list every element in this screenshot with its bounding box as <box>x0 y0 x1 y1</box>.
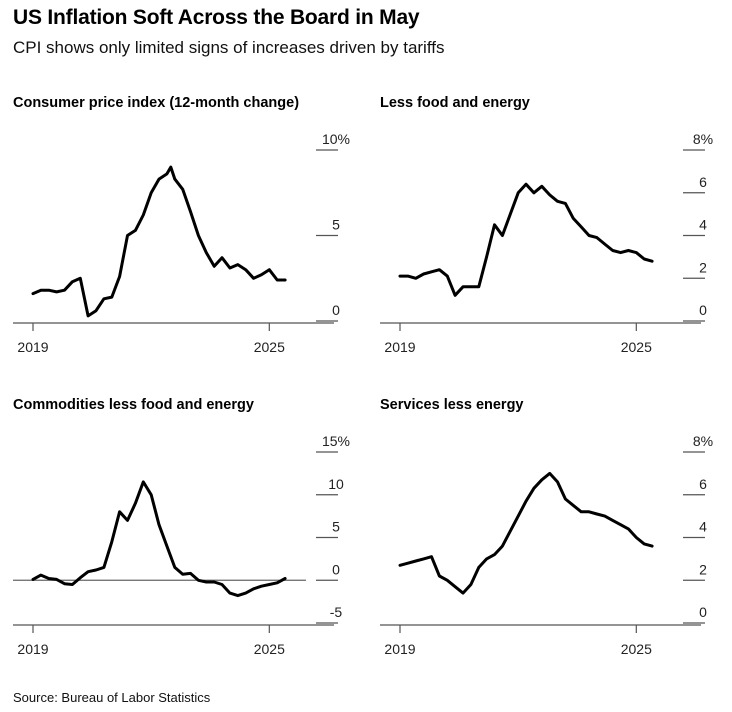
chart-svg: 0 2 4 6 8% 2019 2025 <box>380 131 713 355</box>
y-tick-label: 2 <box>699 561 707 577</box>
series-line <box>398 471 654 595</box>
chart-panel-commodities: Commodities less food and energy -5 0 5 10 1… <box>13 397 363 657</box>
y-tick-label: 8% <box>693 433 713 449</box>
x-tick-label: 2019 <box>17 339 48 355</box>
series-line <box>398 182 654 297</box>
y-tick-label: -5 <box>330 604 343 620</box>
chart-svg: 0 5 10% 2019 2025 <box>13 131 350 355</box>
x-tick-label: 2019 <box>17 641 48 657</box>
x-tick-label: 2025 <box>254 641 285 657</box>
chart-title: Less food and energy <box>380 95 530 111</box>
y-tick-label: 15% <box>322 433 350 449</box>
y-tick-label: 4 <box>699 217 707 233</box>
chart-panel-core: Less food and energy 0 2 4 6 8% 2019 2025 <box>380 95 730 355</box>
y-tick-label: 6 <box>699 476 707 492</box>
chart-title: Services less energy <box>380 397 524 413</box>
y-tick-label: 8% <box>693 131 713 147</box>
source-note: Source: Bureau of Labor Statistics <box>13 690 211 705</box>
chart-panel-cpi: Consumer price index (12-month change) 0… <box>13 95 363 355</box>
series-line <box>31 165 287 318</box>
y-tick-label: 5 <box>332 519 340 535</box>
y-tick-label: 0 <box>699 604 707 620</box>
chart-title: Consumer price index (12-month change) <box>13 95 300 111</box>
y-tick-label: 5 <box>332 217 340 233</box>
x-tick-label: 2019 <box>384 339 415 355</box>
y-tick-label: 6 <box>699 174 707 190</box>
y-tick-label: 0 <box>699 302 707 318</box>
chart-panel-services: Services less energy 0 2 4 6 8% 2019 2025 <box>380 397 730 657</box>
x-tick-label: 2025 <box>621 339 652 355</box>
x-tick-label: 2025 <box>254 339 285 355</box>
series-line <box>31 480 287 598</box>
x-tick-label: 2019 <box>384 641 415 657</box>
chart-svg: -5 0 5 10 15% 2019 2025 <box>13 433 350 657</box>
y-tick-label: 10 <box>328 476 344 492</box>
chart-svg: 0 2 4 6 8% 2019 2025 <box>380 433 713 657</box>
page-title: US Inflation Soft Across the Board in Ma… <box>13 6 420 29</box>
y-tick-label: 4 <box>699 519 707 535</box>
chart-title: Commodities less food and energy <box>13 397 254 413</box>
y-tick-label: 2 <box>699 259 707 275</box>
y-tick-label: 0 <box>332 561 340 577</box>
page-subtitle: CPI shows only limited signs of increase… <box>13 38 445 57</box>
y-tick-label: 0 <box>332 302 340 318</box>
y-tick-label: 10% <box>322 131 350 147</box>
x-tick-label: 2025 <box>621 641 652 657</box>
